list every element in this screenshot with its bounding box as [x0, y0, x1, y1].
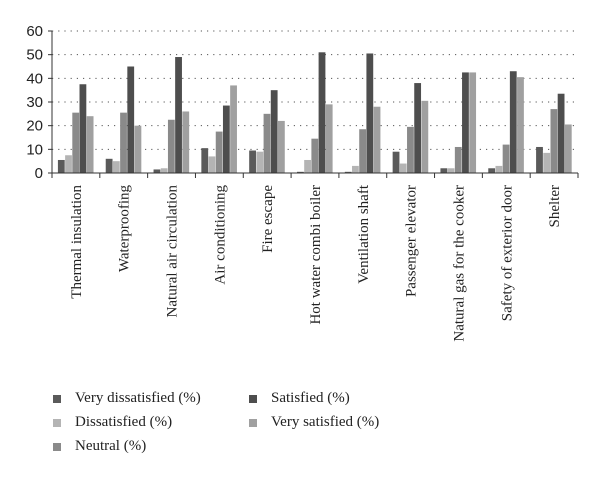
bar	[304, 159, 311, 173]
bar	[201, 148, 209, 173]
bar	[175, 57, 182, 173]
y-tick-label: 60	[26, 23, 43, 40]
bar	[509, 71, 517, 173]
x-category-label: Natural air circulation	[165, 185, 181, 318]
bar	[277, 120, 285, 173]
bar	[112, 161, 120, 173]
bar	[325, 104, 333, 173]
bar	[79, 84, 87, 173]
y-tick-label: 50	[26, 47, 43, 64]
bar	[447, 168, 455, 173]
bar	[182, 111, 190, 173]
bars	[57, 52, 572, 174]
bar	[462, 72, 469, 173]
bar	[222, 105, 230, 173]
bar	[263, 113, 271, 173]
x-category-label: Safety of exterior door	[499, 185, 515, 321]
bar	[421, 100, 429, 173]
bar	[550, 109, 558, 173]
bar	[543, 152, 551, 173]
x-category-label: Air conditioning	[212, 185, 228, 285]
bar	[134, 125, 142, 173]
bar	[517, 77, 524, 173]
bar	[352, 165, 359, 173]
bar	[392, 151, 400, 173]
bar	[256, 151, 264, 173]
bar	[311, 138, 319, 173]
bar	[536, 146, 543, 173]
bar	[469, 72, 477, 173]
y-tick-label: 40	[26, 70, 43, 87]
bar	[399, 163, 407, 173]
bar	[153, 169, 161, 173]
y-tick-label: 30	[26, 94, 43, 111]
bar	[359, 129, 367, 173]
bar	[167, 119, 175, 173]
bar	[564, 124, 572, 173]
bar	[414, 83, 422, 173]
bar	[454, 146, 462, 173]
bar	[557, 93, 565, 173]
bar	[366, 53, 374, 174]
bar	[105, 158, 113, 173]
bar	[230, 85, 237, 173]
bar	[495, 165, 503, 173]
x-category-labels: Thermal insulation Waterproofing Natural a…	[69, 184, 563, 341]
x-category-label: Shelter	[547, 185, 563, 228]
axes	[48, 30, 579, 178]
bar	[249, 150, 256, 173]
bar	[65, 155, 72, 173]
bar	[160, 168, 168, 173]
bar	[127, 66, 135, 173]
bar	[120, 112, 127, 173]
bar	[373, 106, 381, 173]
bar	[502, 144, 510, 173]
x-category-label: Ventilation shaft	[356, 184, 372, 284]
x-category-label: Fire escape	[260, 185, 276, 253]
bar	[57, 159, 65, 173]
y-tick-label: 20	[26, 118, 43, 135]
bar	[72, 112, 80, 173]
bar	[488, 168, 496, 173]
bar	[208, 156, 216, 173]
bar	[86, 116, 94, 173]
bar	[407, 126, 414, 173]
bar	[344, 171, 352, 173]
bar	[215, 131, 223, 173]
bar	[297, 171, 304, 173]
x-category-label: Hot water combi boiler	[308, 185, 324, 325]
y-tick-label: 10	[26, 141, 43, 158]
bar	[318, 52, 326, 173]
x-category-label: Thermal insulation	[69, 185, 85, 299]
x-category-label: Passenger elevator	[404, 185, 420, 297]
y-tick-labels: 0 10 20 30 40 50 60	[26, 23, 43, 182]
x-category-label: Natural gas for the cooker	[451, 185, 467, 342]
bar	[440, 168, 448, 173]
y-tick-label: 0	[35, 165, 43, 182]
x-category-label: Waterproofing	[117, 185, 133, 273]
bar	[270, 90, 278, 173]
